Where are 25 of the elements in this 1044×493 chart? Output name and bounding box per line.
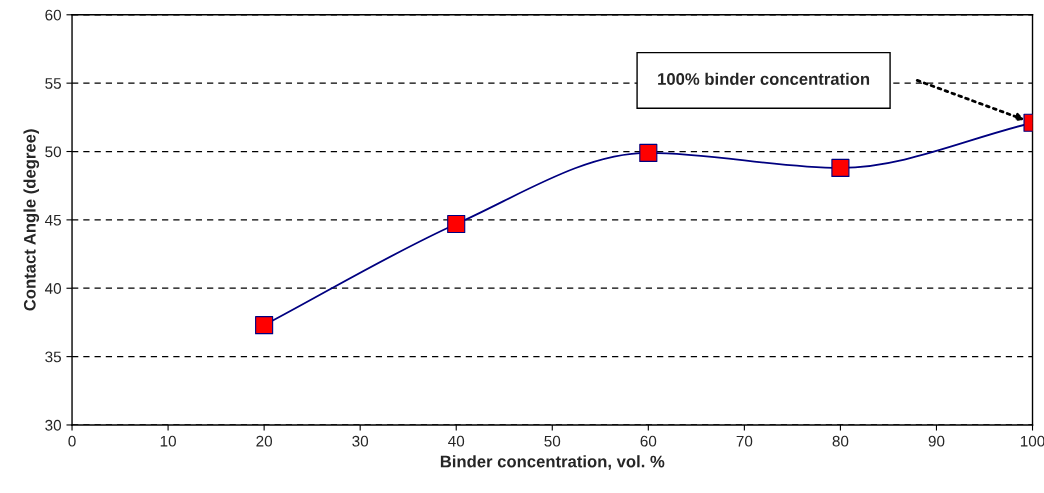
x-tick-label: 90 [928, 435, 945, 447]
x-axis-title: Binder concentration, vol. % [440, 455, 665, 470]
point [447, 214, 466, 234]
y-tick-label: 40 [44, 283, 62, 294]
x-tick-label: 20 [256, 435, 273, 447]
y-tick-label: 50 [45, 146, 62, 158]
annotation: 100% binder concentration [658, 72, 870, 85]
x-tick-label: 10 [160, 435, 176, 447]
y-axis-title: Contact Angle (degree) [23, 129, 40, 311]
y-tick-label: 45 [44, 214, 61, 226]
x-tick-label: 30 [352, 435, 369, 447]
x-tick-label: 40 [448, 435, 465, 447]
y-tick-label: 35 [45, 351, 61, 363]
x-tick-label: 70 [736, 435, 753, 447]
x-tick-label: 0 [68, 435, 76, 447]
x-tick-label: 50 [544, 435, 561, 447]
point [255, 316, 274, 335]
y-tick-label: 30 [45, 419, 62, 431]
y-tick-label: 55 [45, 78, 61, 89]
point [831, 158, 850, 177]
x-tick-label: 60 [640, 435, 657, 447]
x-tick-label: 100 [1020, 435, 1044, 447]
x-tick-label: 80 [832, 435, 849, 447]
point [639, 143, 658, 162]
y-tick-label: 60 [45, 9, 62, 21]
